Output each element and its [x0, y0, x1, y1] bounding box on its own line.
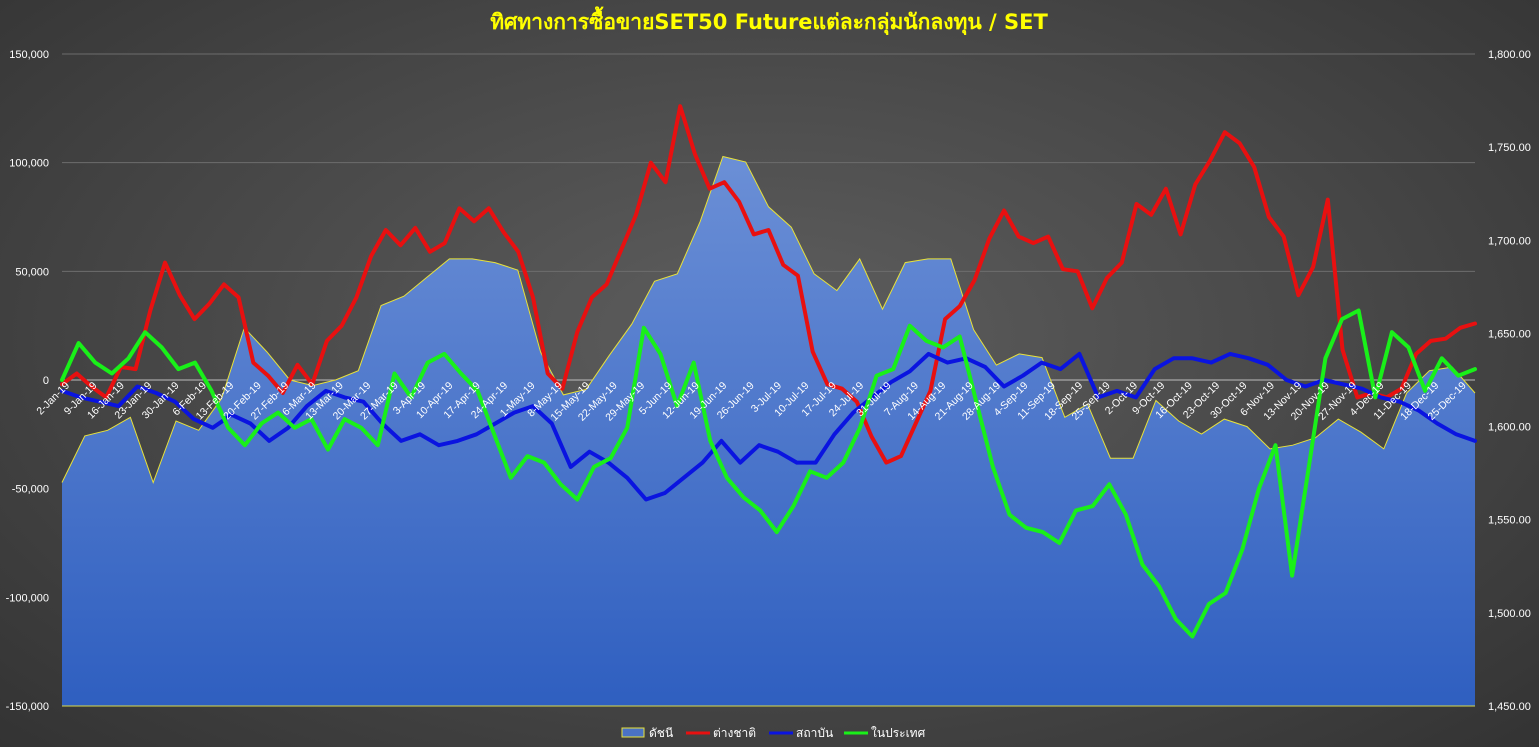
left-tick-label: 50,000 — [15, 266, 49, 278]
legend-label-local: ในประเทศ — [871, 726, 926, 740]
left-tick-label: -150,000 — [6, 701, 49, 713]
index-area-layer — [61, 155, 1476, 706]
series-line-foreign — [60, 104, 1477, 465]
series-line-local — [60, 308, 1477, 639]
legend-label-institution: สถาบัน — [796, 726, 833, 740]
right-tick-label: 1,750.00 — [1488, 142, 1531, 154]
series-lines-layer — [60, 104, 1477, 639]
series-area-outline-index — [61, 155, 1476, 484]
left-tick-label: -50,000 — [12, 484, 49, 496]
left-tick-label: -100,000 — [6, 592, 49, 604]
right-tick-label: 1,650.00 — [1488, 328, 1531, 340]
legend-swatch-index — [621, 727, 645, 738]
left-axis: -150,000 -100,000 -50,000 0 50,000 100,000 150… — [6, 49, 49, 713]
legend: ดัชนี ต่างชาติ สถาบัน ในประเทศ — [621, 726, 926, 740]
series-line-institution — [60, 351, 1477, 502]
right-tick-label: 1,550.00 — [1488, 515, 1531, 527]
right-tick-label: 1,700.00 — [1488, 235, 1531, 247]
chart-title: ทิศทางการซื้อขายSET50 Futureแต่ละกลุ่มนั… — [490, 6, 1048, 36]
right-axis: 1,450.00 1,500.00 1,550.00 1,600.00 1,650.00… — [1488, 49, 1531, 713]
legend-label-index: ดัชนี — [649, 726, 673, 740]
right-tick-label: 1,600.00 — [1488, 422, 1531, 434]
left-tick-label: 150,000 — [9, 49, 49, 61]
series-area-index — [62, 156, 1475, 706]
left-tick-label: 100,000 — [9, 158, 49, 170]
right-tick-label: 1,800.00 — [1488, 49, 1531, 61]
right-tick-label: 1,500.00 — [1488, 608, 1531, 620]
legend-label-foreign: ต่างชาติ — [713, 726, 756, 740]
left-tick-label: 0 — [43, 375, 49, 387]
right-tick-label: 1,450.00 — [1488, 701, 1531, 713]
